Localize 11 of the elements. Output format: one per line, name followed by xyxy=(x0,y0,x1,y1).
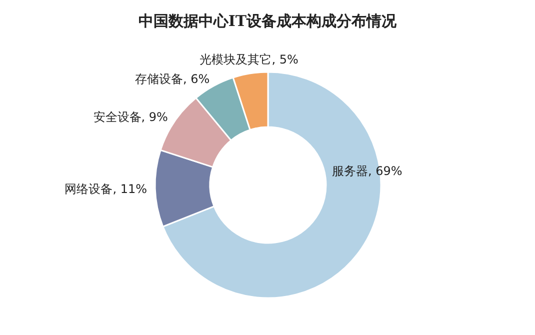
data-label: , 6% xyxy=(183,72,210,86)
data-label: , 5% xyxy=(272,52,298,66)
chart-title: 中国数据中心IT设备成本构成分布情况 xyxy=(138,12,398,30)
data-label: , 11% xyxy=(112,182,148,196)
slice-label: 光模块及其它 xyxy=(200,52,272,66)
data-label: , 69% xyxy=(368,164,402,178)
slice-label: 安全设备 xyxy=(93,110,142,124)
slice-label: 服务器 xyxy=(332,164,368,178)
slice-label: 存储设备 xyxy=(135,72,184,86)
slice-label: 网络设备 xyxy=(64,182,113,196)
data-label: , 9% xyxy=(141,110,168,124)
